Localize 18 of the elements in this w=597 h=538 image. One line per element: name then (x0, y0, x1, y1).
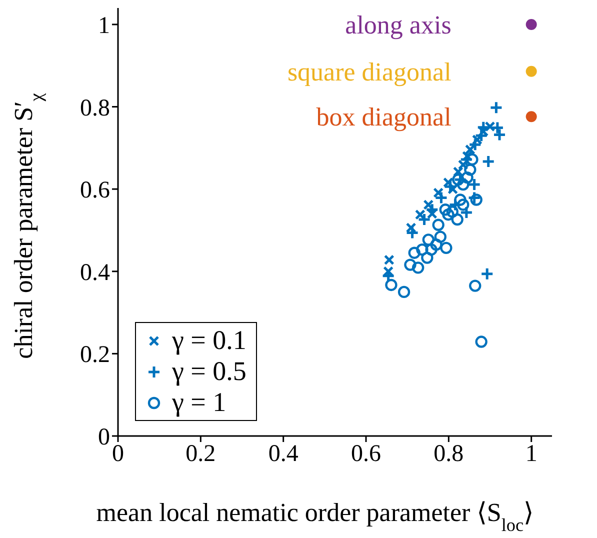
legend-label: γ = 0.1 (172, 325, 246, 356)
y-tick-label: 0.2 (80, 342, 110, 368)
x-tick-label: 0.2 (186, 441, 216, 468)
text: box diagonal (316, 102, 452, 132)
x-axis-title: mean local nematic order parameter ⟨S$_{loc}$⟩ (96, 498, 534, 535)
x-tick-label: 1 (525, 441, 538, 468)
legend-label: γ = 1 (172, 387, 226, 418)
y-tick-label: 1 (98, 12, 110, 39)
text: square diagonal (287, 57, 452, 86)
y-tick-label: 0.4 (80, 260, 110, 286)
x-tick-label: 0.8 (434, 441, 464, 468)
x-tick-label: 0.6 (351, 441, 381, 468)
legend-label: γ = 0.5 (172, 356, 246, 387)
y-tick-label: 0.6 (80, 178, 110, 204)
text: along axis (345, 10, 452, 40)
x-tick-label: 0.4 (268, 441, 298, 468)
y-tick-label: 0.8 (80, 95, 110, 122)
y-tick-label: 0 (98, 424, 110, 451)
